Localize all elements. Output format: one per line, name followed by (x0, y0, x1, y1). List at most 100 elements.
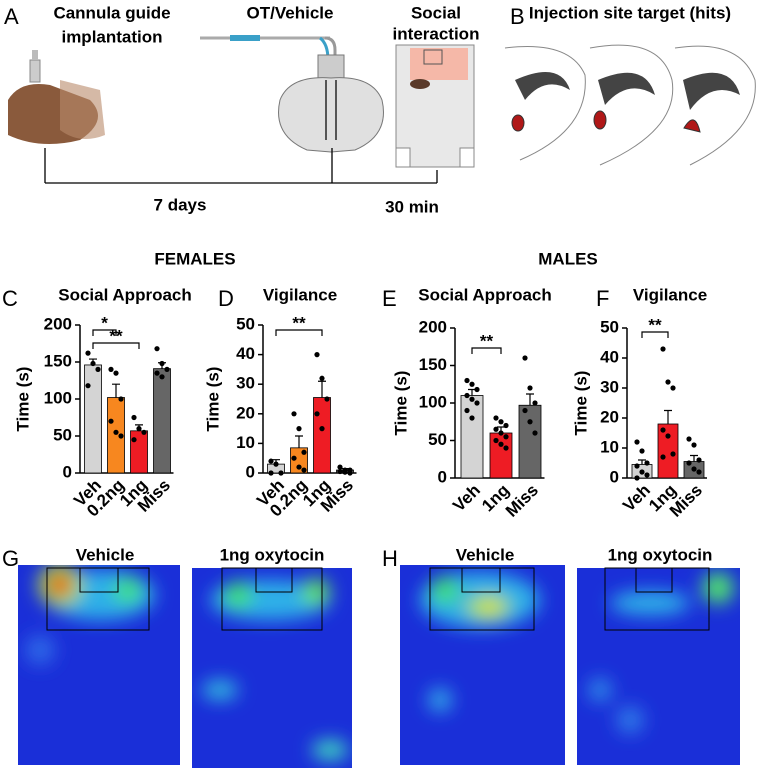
significance-bracket (471, 347, 502, 354)
data-point (85, 383, 91, 389)
data-point (141, 429, 147, 435)
error-bar (112, 383, 120, 398)
y-tick-label: 50 (428, 430, 447, 449)
data-point (464, 407, 470, 414)
data-point (301, 449, 307, 455)
bar (84, 364, 102, 474)
data-point (634, 439, 640, 445)
chart-title: Vigilance (633, 285, 707, 304)
panel-label: H (382, 546, 398, 571)
error-bar (295, 435, 303, 448)
y-axis-title: Time (s) (391, 371, 410, 436)
y-tick-label: 10 (236, 433, 255, 452)
step-label: implantation (61, 27, 162, 46)
heatmap-title: Vehicle (76, 545, 135, 564)
data-point (159, 374, 165, 380)
bar (313, 397, 331, 474)
data-point (493, 415, 499, 421)
y-tick-label: 0 (63, 462, 72, 481)
bar (130, 430, 148, 474)
data-point (154, 370, 160, 376)
data-point (108, 366, 114, 372)
data-point (469, 396, 475, 402)
y-tick-label: 50 (53, 425, 72, 444)
brain-illustration (278, 54, 384, 153)
data-point (131, 414, 137, 421)
y-tick-label: 30 (600, 377, 619, 396)
heatmap (18, 565, 180, 765)
chart-title: Social Approach (58, 285, 192, 304)
data-point (503, 445, 509, 451)
heatmap (192, 568, 352, 768)
y-tick-label: 150 (44, 351, 72, 370)
timeline (44, 148, 438, 184)
data-point (527, 419, 533, 425)
data-point (131, 437, 137, 443)
data-point (503, 434, 509, 440)
data-point (136, 426, 142, 432)
data-point (696, 469, 702, 475)
heatmap (400, 565, 565, 765)
error-bar (690, 454, 698, 462)
data-point (108, 418, 114, 424)
data-point (469, 415, 475, 421)
data-point (278, 470, 284, 476)
data-point (464, 377, 470, 384)
significance-bracket (92, 342, 140, 349)
data-point (644, 460, 650, 466)
panel-label: D (218, 286, 234, 311)
y-axis-title: Time (s) (13, 367, 32, 432)
arena-illustration (395, 44, 475, 168)
data-point (347, 470, 353, 476)
y-axis-title: Time (s) (203, 367, 222, 432)
bar (460, 395, 484, 479)
y-tick-label: 50 (236, 314, 255, 333)
heatmap-title: 1ng oxytocin (608, 545, 713, 564)
data-point (301, 467, 307, 473)
data-point (660, 427, 666, 433)
heatmap (577, 568, 740, 765)
y-tick-label: 150 (419, 355, 447, 374)
step-label: interaction (393, 24, 480, 43)
group-label: MALES (538, 249, 598, 268)
significance-label: ** (292, 313, 306, 332)
data-point (686, 460, 692, 466)
step-label: Social (411, 3, 461, 22)
y-tick-label: 0 (610, 467, 619, 486)
data-point (319, 375, 325, 381)
data-point (164, 366, 170, 372)
data-point (296, 464, 302, 470)
significance-label: ** (648, 315, 662, 334)
y-tick-label: 100 (44, 388, 72, 407)
bar (518, 404, 542, 479)
data-point (493, 437, 499, 444)
data-point (696, 457, 702, 463)
error-bar (638, 459, 646, 465)
data-point (314, 411, 320, 417)
step-label: Cannula guide (53, 3, 170, 22)
data-point (498, 441, 504, 447)
data-point (522, 407, 528, 414)
data-point (665, 433, 671, 439)
data-point (686, 436, 692, 442)
bar (153, 368, 171, 474)
data-point (639, 448, 645, 454)
data-point (469, 381, 475, 387)
y-tick-label: 50 (600, 317, 619, 336)
y-tick-label: 0 (438, 467, 447, 486)
data-point (660, 346, 666, 352)
data-point (118, 433, 124, 439)
data-point (324, 396, 330, 402)
heatmap-title: 1ng oxytocin (220, 545, 325, 564)
data-point (691, 442, 697, 448)
data-point (474, 400, 480, 406)
panel-label: A (4, 4, 19, 29)
panel-title: Injection site target (hits) (529, 3, 731, 22)
data-point (634, 475, 640, 481)
error-bar (318, 380, 326, 398)
data-point (268, 470, 274, 476)
data-point (291, 411, 297, 417)
bar (489, 432, 513, 479)
data-point (95, 366, 101, 372)
y-tick-label: 40 (600, 347, 619, 366)
